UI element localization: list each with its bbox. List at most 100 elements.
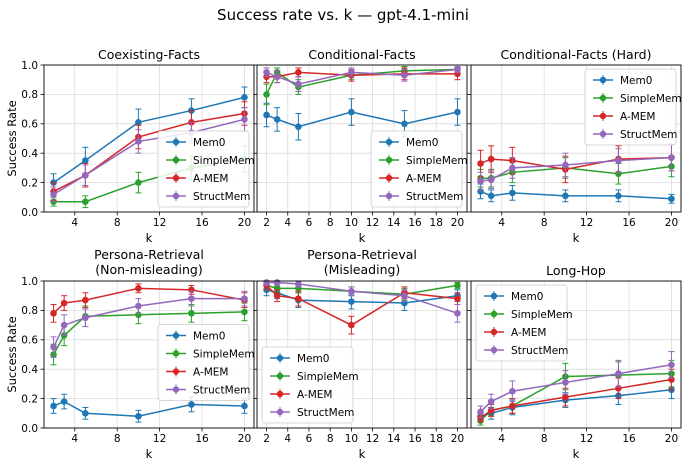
data-point: [668, 361, 675, 369]
data-point: [263, 91, 270, 98]
x-tick-label: 16: [195, 217, 209, 229]
panel-title: Conditional-Facts: [308, 47, 415, 62]
legend-marker: [172, 174, 180, 182]
data-point: [241, 94, 248, 101]
data-point: [509, 189, 516, 197]
data-point: [348, 69, 355, 76]
x-tick-label: 12: [366, 217, 379, 229]
data-point: [50, 343, 57, 351]
data-point: [50, 402, 57, 410]
legend-label: A-MEM: [193, 173, 229, 185]
legend-box: [370, 130, 463, 208]
x-tick-label: 12: [580, 217, 593, 229]
data-point: [562, 192, 569, 200]
x-tick-label: 12: [366, 433, 379, 445]
legend-marker: [599, 94, 607, 102]
legend-label: A-MEM: [511, 327, 547, 339]
data-point: [263, 69, 270, 76]
data-point: [454, 282, 461, 289]
y-tick-label: 0.8: [21, 89, 38, 101]
data-point: [477, 177, 484, 185]
legend-label: A-MEM: [620, 111, 656, 123]
legend-marker: [172, 192, 180, 200]
legend-box: [157, 130, 250, 208]
figure-title: Success rate vs. k — gpt-4.1-mini: [217, 6, 469, 24]
legend: Mem0 SimpleMem A-MEM StructMem: [157, 130, 255, 208]
data-point: [188, 401, 195, 408]
x-tick-label: 16: [408, 217, 422, 229]
x-axis-label: k: [146, 231, 153, 245]
series-line: [52, 311, 245, 355]
series-mem0: [263, 98, 461, 141]
data-point: [454, 108, 461, 116]
y-tick-label: 0.8: [21, 305, 38, 317]
y-tick-label: 0.2: [21, 393, 38, 405]
x-tick-label: 8: [327, 217, 334, 229]
data-point: [241, 308, 248, 316]
y-axis-label: Success Rate: [5, 100, 19, 176]
data-point: [50, 191, 57, 198]
legend-label: SimpleMem: [193, 348, 255, 360]
x-tick-label: 20: [238, 433, 251, 445]
legend: Mem0 SimpleMem A-MEM StructMem: [261, 346, 359, 424]
panel-title: Persona-Retrieval: [307, 247, 417, 262]
x-tick-label: 8: [541, 217, 548, 229]
data-point: [454, 310, 461, 317]
y-tick-label: 0.0: [21, 207, 38, 219]
legend-label: SimpleMem: [297, 371, 359, 383]
legend-marker: [385, 192, 393, 200]
x-tick-label: 2: [263, 217, 270, 229]
data-point: [82, 296, 89, 304]
y-tick-label: 0.6: [21, 119, 38, 131]
legend-marker: [172, 332, 180, 339]
legend-marker: [490, 328, 498, 336]
legend-label: SimpleMem: [620, 93, 682, 105]
x-tick-label: 6: [306, 433, 313, 445]
data-point: [562, 393, 569, 401]
y-tick-label: 0.0: [21, 423, 38, 435]
data-point: [273, 116, 281, 123]
series-a-mem: [477, 368, 675, 423]
legend-label: StructMem: [193, 191, 250, 203]
series-line: [480, 364, 672, 413]
series-mem0: [477, 183, 675, 204]
data-point: [263, 279, 270, 286]
data-point: [562, 161, 569, 169]
data-point: [82, 157, 89, 164]
data-point: [401, 71, 408, 79]
axes-frame: [256, 64, 468, 213]
data-point: [509, 402, 516, 410]
legend-marker: [172, 138, 180, 146]
data-point: [273, 292, 281, 300]
data-point: [82, 410, 89, 417]
x-tick-label: 6: [306, 217, 313, 229]
data-point: [82, 314, 89, 322]
data-point: [135, 179, 142, 186]
y-tick-label: 1.0: [21, 276, 38, 288]
legend-label: A-MEM: [406, 173, 442, 185]
legend: Mem0 SimpleMem A-MEM StructMem: [475, 284, 573, 362]
x-axis-label: k: [573, 447, 580, 461]
data-point: [615, 192, 622, 200]
axes-frame: [43, 280, 255, 429]
x-tick-label: 18: [430, 433, 443, 445]
legend-label: StructMem: [511, 345, 568, 357]
x-tick-label: 8: [114, 433, 121, 445]
x-tick-label: 4: [71, 217, 78, 229]
panel-title: (Non-misleading): [95, 262, 202, 277]
series-structmem: [477, 143, 675, 191]
x-tick-label: 10: [345, 217, 358, 229]
legend: Mem0 SimpleMem A-MEM StructMem: [584, 68, 682, 146]
y-tick-label: 0.4: [21, 364, 38, 376]
x-tick-label: 2: [263, 433, 270, 445]
axes-frame: [256, 280, 468, 429]
legend-label: Mem0: [193, 137, 225, 149]
series-line: [266, 111, 458, 128]
x-tick-label: 8: [541, 433, 548, 445]
x-tick-label: 8: [327, 433, 334, 445]
x-tick-label: 4: [284, 217, 291, 229]
data-point: [263, 111, 270, 119]
x-tick-label: 20: [451, 433, 464, 445]
legend-box: [475, 284, 568, 362]
